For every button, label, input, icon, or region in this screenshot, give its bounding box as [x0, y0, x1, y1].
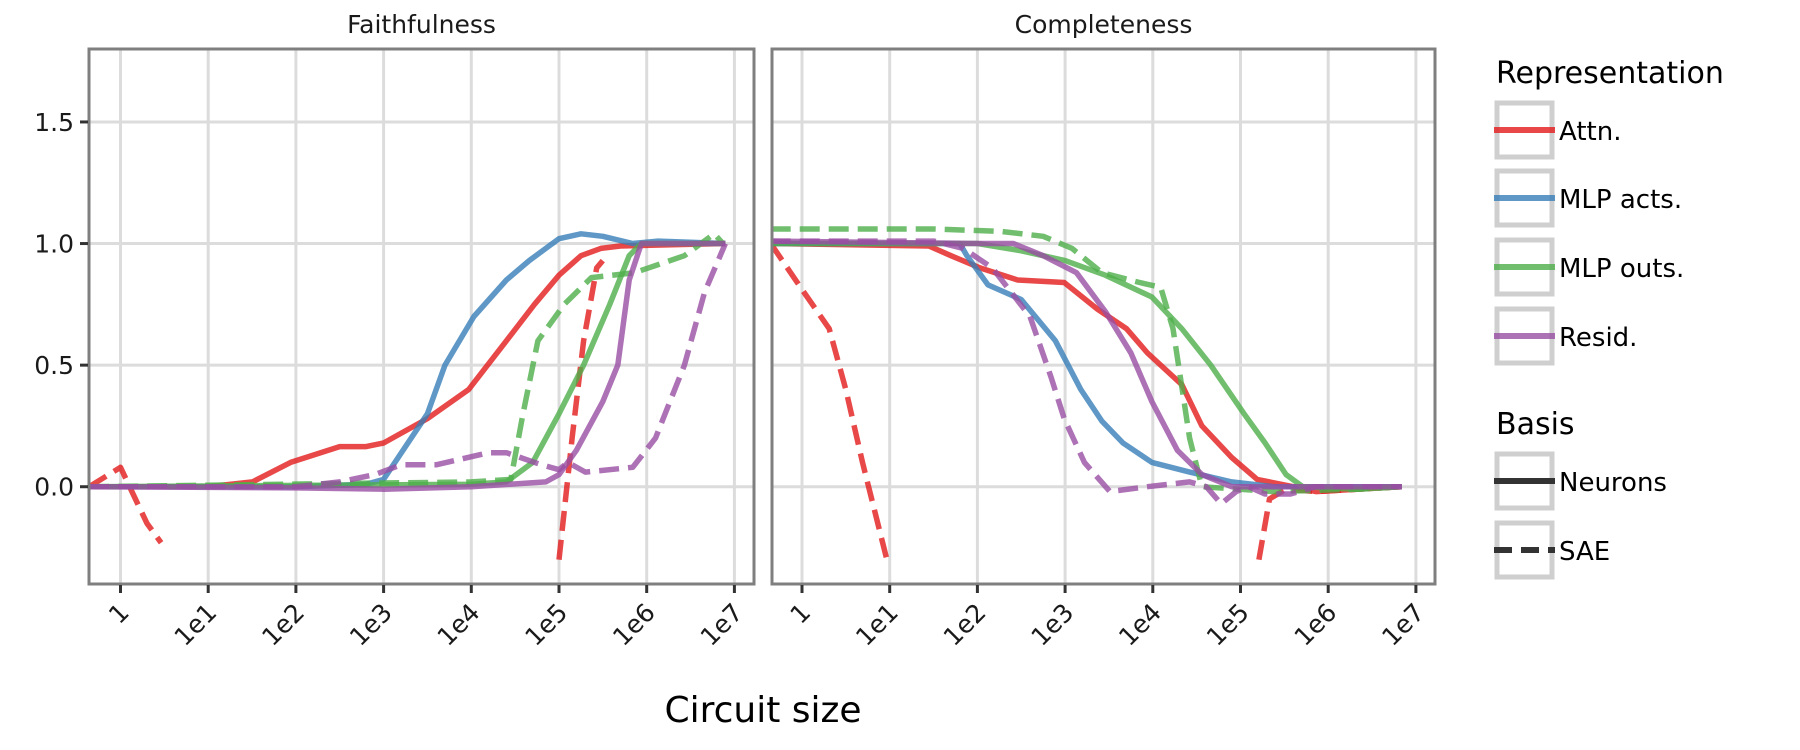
x-axis-label: Circuit size: [664, 690, 861, 731]
legend-title-basis: Basis: [1496, 407, 1575, 442]
y-tick-label: 1.5: [34, 108, 74, 137]
series-group: [772, 226, 1402, 561]
series-line-attn-neurons: [89, 240, 726, 490]
x-tick-label: 1e5: [519, 598, 573, 652]
legend-item-mlp-acts: MLP acts.: [1494, 168, 1682, 228]
series-line-resid-neurons: [772, 238, 1402, 490]
panel-completeness: Completeness 1 1e1 1e2 1e3 1e4 1e5 1e6 1e7: [770, 10, 1437, 652]
series-line-resid-neurons: [89, 240, 726, 492]
legend-item-resid: Resid.: [1494, 306, 1637, 366]
series-line-mlp-acts-neurons: [772, 240, 1402, 490]
legend-title-representation: Representation: [1496, 56, 1724, 91]
legend-label: Neurons: [1559, 468, 1667, 498]
x-tick-label: 1e6: [1289, 598, 1343, 652]
series-group: [89, 231, 728, 560]
x-tick-label: 1e4: [432, 598, 486, 652]
legend-label: Resid.: [1559, 323, 1637, 353]
x-tick-label: 1e7: [1376, 598, 1430, 652]
panel-title: Completeness: [1015, 10, 1193, 39]
series-line-resid-sae: [89, 242, 728, 490]
legend-label: Attn.: [1559, 117, 1621, 147]
panel-frame: [770, 47, 1437, 586]
panel-title: Faithfulness: [347, 10, 496, 39]
panel-frame: [87, 47, 756, 586]
x-tick-label: 1: [784, 598, 816, 630]
legend-item-attn: Attn.: [1494, 100, 1621, 160]
x-tick-label: 1e1: [850, 598, 904, 652]
x-tick-label: 1e7: [695, 598, 749, 652]
y-tick-label: 0.0: [34, 473, 74, 502]
series-line-resid-sae: [772, 238, 1402, 507]
y-tick-label: 1.0: [34, 230, 74, 259]
x-tick-label: 1e1: [169, 598, 223, 652]
x-tick-label: 1e3: [344, 598, 398, 652]
x-tick-label: 1e5: [1201, 598, 1255, 652]
x-tick-label: 1e4: [1113, 598, 1167, 652]
panel-faithfulness: Faithfulness 1 1e1 1e2 1e3 1e4 1e5 1e6 1e7 0.0 0.5…: [34, 10, 756, 652]
legend-label: MLP outs.: [1559, 254, 1684, 284]
series-line-attn-neurons: [772, 240, 1402, 495]
x-tick-label: 1e2: [938, 598, 992, 652]
legend-label: MLP acts.: [1559, 185, 1682, 215]
x-tick-label: 1e2: [256, 598, 310, 652]
series-line-attn-sae: [1256, 483, 1402, 561]
x-tick-label: 1e6: [607, 598, 661, 652]
legend: Representation Attn. MLP acts. MLP outs. Res…: [1494, 56, 1724, 580]
x-tick-label: 1: [103, 598, 135, 630]
series-line-attn-sae: [772, 241, 890, 561]
series-line-attn-sae: [89, 464, 164, 545]
legend-item-sae: SAE: [1494, 520, 1610, 580]
legend-label: SAE: [1559, 537, 1610, 567]
y-tick-label: 0.5: [34, 351, 74, 380]
legend-item-neurons: Neurons: [1494, 451, 1667, 511]
series-line-attn-sae: [556, 258, 605, 560]
x-tick-label: 1e3: [1025, 598, 1079, 652]
series-line-mlp-outs-sae: [89, 231, 725, 490]
legend-item-mlp-outs: MLP outs.: [1494, 237, 1684, 297]
